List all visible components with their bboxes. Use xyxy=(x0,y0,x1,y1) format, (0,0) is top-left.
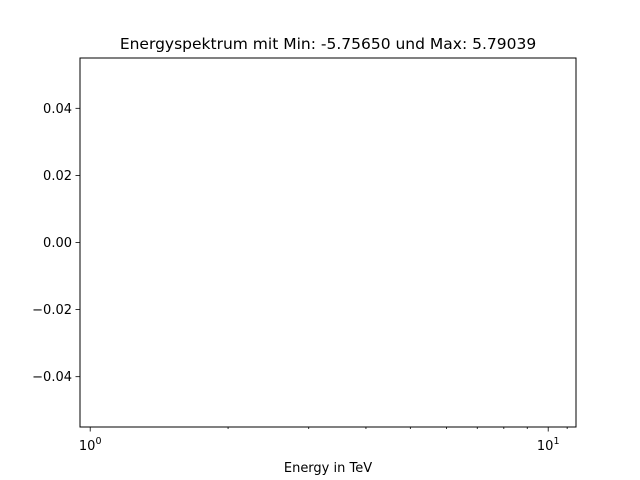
y-tick-label: 0.00 xyxy=(43,236,72,251)
x-tick-label: 101 xyxy=(537,436,560,454)
x-tick-label-base: 10 xyxy=(537,439,554,454)
x-tick-label-exponent: 0 xyxy=(95,436,101,447)
x-tick-label-exponent: 1 xyxy=(553,436,559,447)
y-tick-label: −0.02 xyxy=(32,303,72,318)
x-minor-ticks xyxy=(227,427,568,429)
y-tick-label: 0.02 xyxy=(43,169,72,184)
y-ticks: 0.04 0.02 0.00 −0.02 −0.04 xyxy=(32,102,80,385)
y-tick-label: 0.04 xyxy=(43,102,72,117)
x-tick-label-base: 10 xyxy=(79,439,96,454)
y-tick-label: −0.04 xyxy=(32,370,72,385)
x-tick-label: 100 xyxy=(79,436,102,454)
plot-area xyxy=(79,57,577,428)
x-major-ticks: 100 101 xyxy=(79,427,560,454)
x-axis-title: Energy in TeV xyxy=(284,461,372,476)
chart-title: Energyspektrum mit Min: -5.75650 und Max… xyxy=(120,35,536,53)
